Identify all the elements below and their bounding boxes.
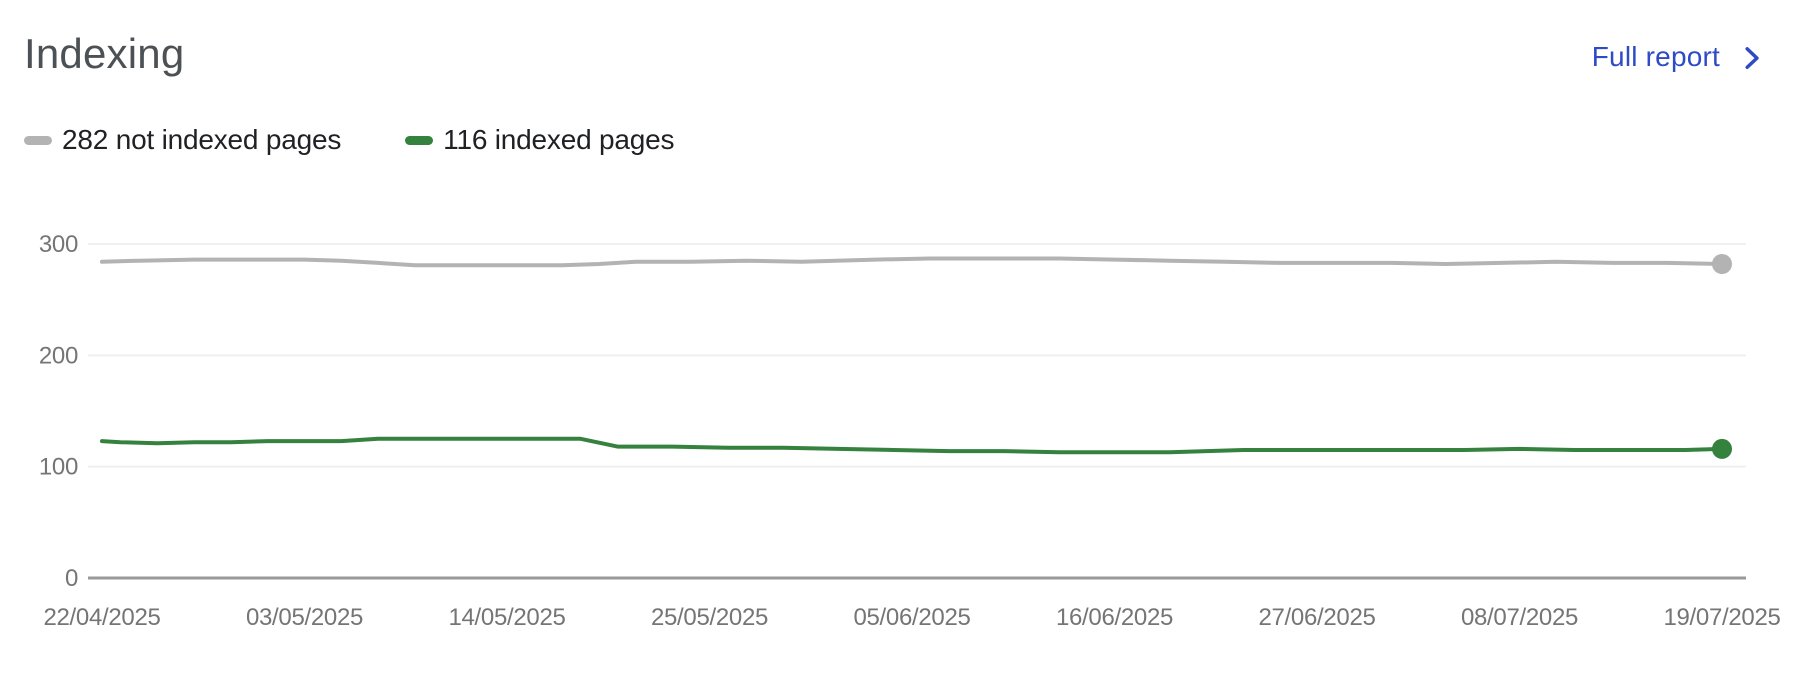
y-tick-label: 0 bbox=[65, 565, 78, 592]
legend-item-not-indexed: 282 not indexed pages bbox=[24, 124, 341, 156]
y-tick-label: 200 bbox=[39, 342, 78, 369]
x-tick-label: 27/06/2025 bbox=[1258, 604, 1375, 631]
legend-label-indexed: 116 indexed pages bbox=[443, 124, 675, 155]
legend-item-indexed: 116 indexed pages bbox=[405, 124, 675, 156]
y-tick-label: 100 bbox=[39, 454, 78, 481]
legend-swatch-indexed-icon bbox=[405, 135, 434, 145]
series-line-0 bbox=[100, 256, 1724, 268]
x-tick-label: 16/06/2025 bbox=[1056, 604, 1173, 631]
panel-header: Indexing Full report bbox=[24, 30, 1764, 78]
x-tick-label: 19/07/2025 bbox=[1663, 604, 1780, 631]
x-tick-label: 08/07/2025 bbox=[1461, 604, 1578, 631]
full-report-label: Full report bbox=[1591, 41, 1720, 73]
legend-swatch-not-indexed-icon bbox=[24, 135, 52, 145]
x-tick-label: 25/05/2025 bbox=[651, 604, 768, 631]
legend-label-not-indexed: 282 not indexed pages bbox=[62, 124, 342, 155]
x-tick-label: 22/04/2025 bbox=[43, 604, 160, 631]
page-title: Indexing bbox=[24, 30, 185, 77]
series-line-1 bbox=[100, 436, 1724, 455]
series-end-dot-1 bbox=[1712, 438, 1732, 459]
y-tick-label: 300 bbox=[39, 231, 78, 258]
x-tick-label: 05/06/2025 bbox=[853, 604, 970, 631]
chart-legend: 282 not indexed pages 116 indexed pages bbox=[24, 124, 675, 156]
full-report-link[interactable]: Full report bbox=[1592, 41, 1764, 73]
x-tick-label: 03/05/2025 bbox=[246, 604, 363, 631]
chevron-right-icon bbox=[1745, 47, 1759, 70]
series-end-dot-0 bbox=[1712, 254, 1732, 274]
x-tick-label: 14/05/2025 bbox=[448, 604, 565, 631]
